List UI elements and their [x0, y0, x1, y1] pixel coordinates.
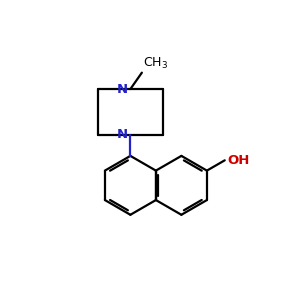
Text: OH: OH: [227, 154, 250, 167]
Text: N: N: [117, 128, 128, 141]
Text: CH$_3$: CH$_3$: [143, 56, 169, 71]
Text: N: N: [117, 82, 128, 95]
